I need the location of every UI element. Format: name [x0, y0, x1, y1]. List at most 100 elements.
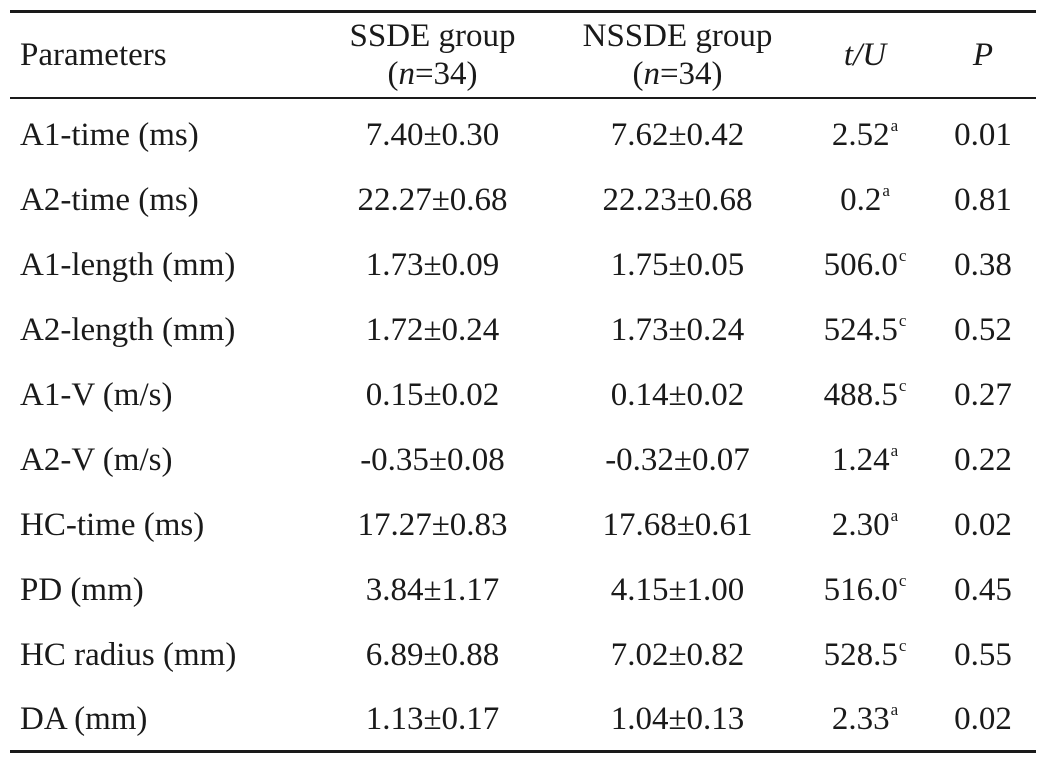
cell-ssde: 1.73±0.09 [365, 247, 500, 283]
cell-t-u-footnote: a [890, 441, 899, 460]
table-row: PD (mm) 3.84±1.17 4.15±1.00 516.0c 0.45 [10, 558, 1036, 623]
table-row: A1-time (ms) 7.40±0.30 7.62±0.42 2.52a 0… [10, 98, 1036, 168]
cell-t-u-footnote: c [898, 376, 907, 395]
header-ssde-n-open: ( [387, 56, 399, 92]
cell-nssde: 1.73±0.24 [610, 312, 745, 348]
cell-t-u: 0.2a [800, 168, 930, 233]
comparison-table-container: Parameters SSDE group (n=34) NSSDE group… [10, 10, 1036, 753]
cell-parameter: HC-time (ms) [20, 507, 205, 543]
cell-p: 0.22 [954, 442, 1012, 478]
cell-p: 0.45 [954, 572, 1012, 608]
cell-t-u: 2.33a [800, 688, 930, 752]
cell-p: 0.02 [954, 507, 1012, 543]
cell-ssde: 7.40±0.30 [365, 117, 500, 153]
cell-parameter: DA (mm) [20, 700, 148, 737]
cell-parameter: PD (mm) [20, 572, 144, 608]
cell-parameter: A1-time (ms) [20, 117, 199, 153]
cell-t-u-value: 488.5 [823, 377, 898, 413]
cell-t-u-value: 2.30 [831, 507, 890, 543]
cell-p: 0.38 [954, 247, 1012, 283]
table-body: A1-time (ms) 7.40±0.30 7.62±0.42 2.52a 0… [10, 98, 1036, 752]
cell-nssde: 1.04±0.13 [610, 700, 745, 737]
cell-ssde: -0.35±0.08 [360, 442, 505, 478]
cell-t-u-footnote: c [898, 246, 907, 265]
cell-p: 0.01 [954, 117, 1012, 153]
cell-t-u-value: 2.52 [831, 117, 890, 153]
cell-p: 0.02 [954, 700, 1012, 737]
header-ssde-n-var: n [398, 56, 415, 92]
header-parameters-label: Parameters [20, 36, 167, 73]
cell-parameter: A2-length (mm) [20, 312, 236, 348]
cell-t-u-value: 524.5 [823, 312, 898, 348]
header-nssde-n-rest: =34) [659, 56, 723, 92]
cell-parameter: HC radius (mm) [20, 637, 237, 673]
cell-p: 0.81 [954, 182, 1012, 218]
cell-ssde: 0.15±0.02 [365, 377, 500, 413]
header-nssde-n: (n=34) [555, 55, 800, 93]
cell-parameter: A1-V (m/s) [20, 377, 173, 413]
cell-nssde: 7.62±0.42 [610, 117, 745, 153]
cell-t-u: 506.0c [800, 233, 930, 298]
cell-t-u: 524.5c [800, 298, 930, 363]
cell-t-u-footnote: a [890, 506, 899, 525]
cell-ssde: 3.84±1.17 [365, 572, 500, 608]
cell-parameter: A2-V (m/s) [20, 442, 173, 478]
table-header: Parameters SSDE group (n=34) NSSDE group… [10, 11, 1036, 99]
header-nssde-group: NSSDE group (n=34) [555, 12, 800, 99]
cell-t-u-footnote: c [898, 571, 907, 590]
header-row: Parameters SSDE group (n=34) NSSDE group… [10, 11, 1036, 99]
cell-t-u-footnote: c [898, 311, 907, 330]
table-row: DA (mm) 1.13±0.17 1.04±0.13 2.33a 0.02 [10, 688, 1036, 752]
cell-parameter: A2-time (ms) [20, 182, 199, 218]
header-p: P [930, 12, 1036, 99]
header-ssde-n: (n=34) [310, 55, 555, 93]
cell-t-u: 488.5c [800, 363, 930, 428]
header-t-u: t/U [800, 12, 930, 99]
cell-t-u-value: 528.5 [823, 637, 898, 673]
header-p-label: P [972, 36, 994, 73]
cell-t-u-value: 516.0 [823, 572, 898, 608]
header-nssde-n-open: ( [632, 56, 644, 92]
cell-t-u: 1.24a [800, 428, 930, 493]
header-ssde-title: SSDE group [349, 18, 516, 54]
cell-ssde: 6.89±0.88 [365, 637, 500, 673]
header-t-u-label: t/U [843, 36, 887, 73]
cell-p: 0.52 [954, 312, 1012, 348]
cell-t-u-value: 1.24 [831, 442, 890, 478]
header-nssde-n-var: n [643, 56, 660, 92]
cell-nssde: -0.32±0.07 [605, 442, 750, 478]
cell-ssde: 17.27±0.83 [357, 507, 508, 543]
table-row: A2-V (m/s) -0.35±0.08 -0.32±0.07 1.24a 0… [10, 428, 1036, 493]
header-ssde-group: SSDE group (n=34) [310, 12, 555, 99]
table-row: HC-time (ms) 17.27±0.83 17.68±0.61 2.30a… [10, 493, 1036, 558]
cell-nssde: 22.23±0.68 [602, 182, 753, 218]
table-row: A1-V (m/s) 0.15±0.02 0.14±0.02 488.5c 0.… [10, 363, 1036, 428]
cell-ssde: 1.72±0.24 [365, 312, 500, 348]
cell-t-u-value: 2.33 [831, 700, 890, 737]
cell-nssde: 0.14±0.02 [610, 377, 745, 413]
cell-ssde: 22.27±0.68 [357, 182, 508, 218]
cell-t-u-footnote: a [890, 699, 899, 719]
cell-p: 0.55 [954, 637, 1012, 673]
header-parameters: Parameters [10, 12, 310, 99]
table-row: A2-length (mm) 1.72±0.24 1.73±0.24 524.5… [10, 298, 1036, 363]
header-nssde-title: NSSDE group [582, 18, 773, 54]
cell-t-u-value: 0.2 [840, 182, 882, 218]
table-row: A2-time (ms) 22.27±0.68 22.23±0.68 0.2a … [10, 168, 1036, 233]
cell-t-u-footnote: a [882, 181, 890, 200]
cell-t-u-footnote: c [898, 636, 907, 655]
table-row: A1-length (mm) 1.73±0.09 1.75±0.05 506.0… [10, 233, 1036, 298]
cell-p: 0.27 [954, 377, 1012, 413]
cell-nssde: 4.15±1.00 [610, 572, 745, 608]
header-ssde-n-rest: =34) [414, 56, 478, 92]
cell-nssde: 1.75±0.05 [610, 247, 745, 283]
cell-t-u: 528.5c [800, 623, 930, 688]
cell-t-u: 2.52a [800, 98, 930, 168]
cell-t-u-footnote: a [890, 116, 899, 135]
cell-nssde: 7.02±0.82 [610, 637, 745, 673]
cell-t-u-value: 506.0 [823, 247, 898, 283]
cell-parameter: A1-length (mm) [20, 247, 236, 283]
cell-t-u: 2.30a [800, 493, 930, 558]
table-row: HC radius (mm) 6.89±0.88 7.02±0.82 528.5… [10, 623, 1036, 688]
comparison-table: Parameters SSDE group (n=34) NSSDE group… [10, 10, 1036, 753]
